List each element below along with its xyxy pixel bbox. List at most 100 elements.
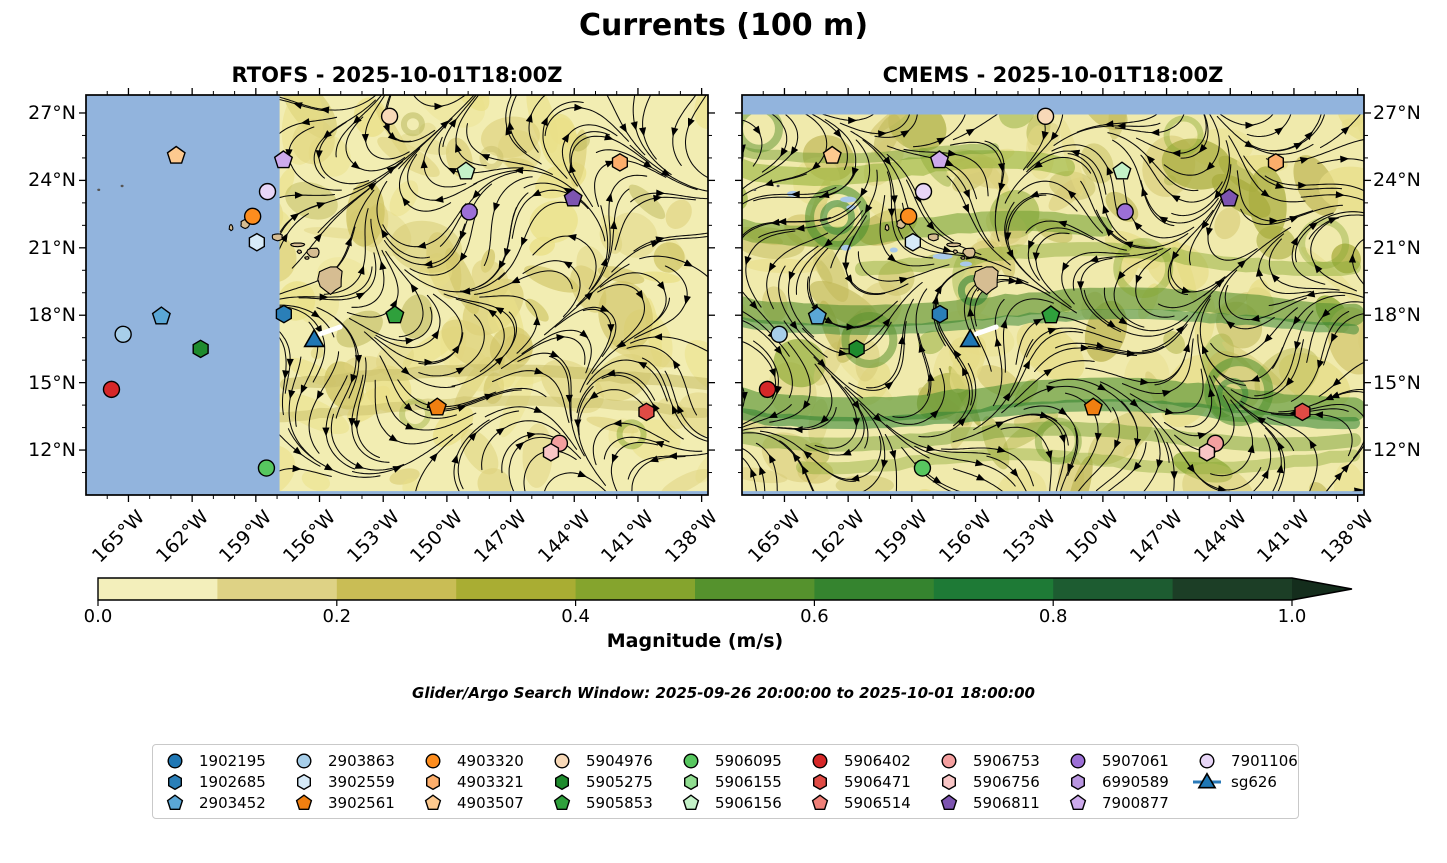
- colorbar-segment: [456, 578, 577, 600]
- float-marker-5905853: [1041, 305, 1061, 324]
- float-marker-5906156: [1112, 161, 1132, 180]
- legend-marker-3902561: [295, 794, 313, 810]
- lon-tick-label: 147°W: [1125, 506, 1188, 568]
- hawaiian-islands: [753, 184, 999, 296]
- legend-item-label: 5906811: [973, 794, 1040, 812]
- legend-marker-5907061: [1070, 753, 1086, 769]
- island-lanai: [952, 249, 958, 255]
- colorbar-segment: [1172, 578, 1293, 600]
- hexagon-legend-icon: [812, 773, 827, 791]
- island-kahoolawe: [303, 256, 310, 260]
- float-marker-5905275: [192, 339, 209, 359]
- glider-marker-sg626: [959, 328, 982, 348]
- island-nihoa-speck: [753, 188, 757, 192]
- streamlines-layer: [742, 114, 1364, 492]
- panel-title-cmems: CMEMS - 2025-10-01T18:00Z: [882, 63, 1224, 87]
- island-nihoa-speck: [97, 188, 101, 192]
- legend-item-label: 5906756: [973, 773, 1040, 791]
- colorbar-axis-label: Magnitude (m/s): [606, 630, 784, 652]
- colorbar-tick-label: 0.4: [561, 606, 590, 627]
- float-marker-2903863: [770, 325, 788, 344]
- platform-markers-layer: [102, 107, 655, 477]
- platform-markers-layer: [758, 107, 1311, 477]
- circle-legend-icon: [941, 753, 957, 769]
- float-marker-3902561: [1083, 397, 1103, 416]
- island-hawaii-big-island: [973, 266, 999, 296]
- lat-tick-label: 24°N: [1373, 169, 1421, 192]
- legend-marker-5905853: [553, 794, 571, 810]
- float-marker-5906756: [1198, 442, 1216, 462]
- lat-tick-label: 18°N: [28, 304, 76, 327]
- pentagon-legend-icon: [166, 794, 184, 810]
- circle-legend-icon: [296, 753, 312, 769]
- legend-marker-5906155: [683, 773, 698, 791]
- float-marker-5906471: [638, 402, 655, 422]
- float-marker-5905853: [385, 305, 405, 324]
- glider-track-sg626: [973, 324, 999, 337]
- float-marker-7900877: [273, 150, 294, 169]
- float-marker-1902685: [275, 304, 293, 324]
- hexagon-legend-icon: [941, 773, 956, 791]
- legend-item-label: 5906095: [715, 752, 782, 770]
- lat-tick-label: 27°N: [1373, 101, 1421, 124]
- streamlines-layer: [279, 95, 708, 492]
- legend-item-label: 4903507: [457, 794, 524, 812]
- float-marker-5906756: [542, 442, 560, 462]
- circle-legend-icon: [1199, 753, 1215, 769]
- lon-tick-label: 162°W: [151, 506, 213, 568]
- glider-triangle-legend-icon: [1193, 772, 1221, 789]
- lat-tick-label: 12°N: [28, 439, 76, 462]
- legend-item-label: 4903321: [457, 773, 524, 791]
- colorbar-tick-label: 0.8: [1038, 606, 1068, 627]
- float-marker-7901106: [914, 182, 933, 201]
- legend-item-label: 1902685: [199, 773, 266, 791]
- legend-item-label: 5906753: [973, 752, 1040, 770]
- glider-legend-icon: [1197, 772, 1217, 789]
- lon-tick-label: 156°W: [278, 506, 341, 568]
- lat-tick-label: 15°N: [1373, 371, 1421, 394]
- legend-item-label: 5904976: [586, 752, 653, 770]
- model-gap-patch: [840, 196, 857, 203]
- legend-marker-4903320: [425, 753, 441, 769]
- lon-tick-label: 153°W: [342, 506, 404, 568]
- colorbar-extend-arrow: [1292, 578, 1352, 600]
- float-marker-2903452: [151, 306, 171, 325]
- lon-tick-label: 138°W: [1316, 506, 1379, 568]
- colorbar-segment: [98, 578, 218, 600]
- current-magnitude-field: [279, 95, 708, 492]
- hexagon-legend-icon: [167, 773, 182, 791]
- legend-item-label: 5906155: [715, 773, 782, 791]
- colorbar-segment: [336, 578, 457, 600]
- panel-frame: [741, 94, 1365, 496]
- island-niihau: [884, 223, 890, 232]
- legend-item-label: 5905853: [586, 794, 653, 812]
- pentagon-legend-icon: [553, 794, 571, 810]
- float-marker-5907061: [460, 203, 478, 221]
- float-marker-4903320: [243, 207, 262, 226]
- legend-marker-1902685: [167, 773, 182, 791]
- colorbar-segment: [933, 578, 1054, 600]
- island-kahoolawe: [959, 256, 966, 260]
- float-marker-5906095: [913, 459, 932, 477]
- legend-item-label: 5905275: [586, 773, 653, 791]
- float-marker-4903320: [899, 207, 918, 226]
- legend-marker-7900877: [1069, 794, 1087, 810]
- search-window-annotation: Glider/Argo Search Window: 2025-09-26 20…: [412, 684, 1035, 702]
- colorbar-segment: [814, 578, 935, 600]
- legend-marker-2903863: [296, 753, 312, 769]
- legend-marker-5905275: [554, 773, 569, 791]
- legend-marker-5904976: [554, 753, 570, 769]
- legend-item-label: 4903320: [457, 752, 524, 770]
- float-marker-5906402: [758, 380, 777, 399]
- circle-legend-icon: [1070, 753, 1086, 769]
- lon-tick-label: 156°W: [934, 506, 997, 568]
- hexagon-legend-icon: [296, 773, 311, 791]
- lon-tick-label: 141°W: [1253, 506, 1315, 568]
- island-maui: [962, 247, 976, 258]
- lat-tick-label: 15°N: [28, 371, 76, 394]
- legend-marker-5906471: [812, 773, 827, 791]
- island-oahu: [271, 233, 283, 242]
- legend-item-label: 3902559: [328, 773, 395, 791]
- legend-item-label: 5906514: [844, 794, 911, 812]
